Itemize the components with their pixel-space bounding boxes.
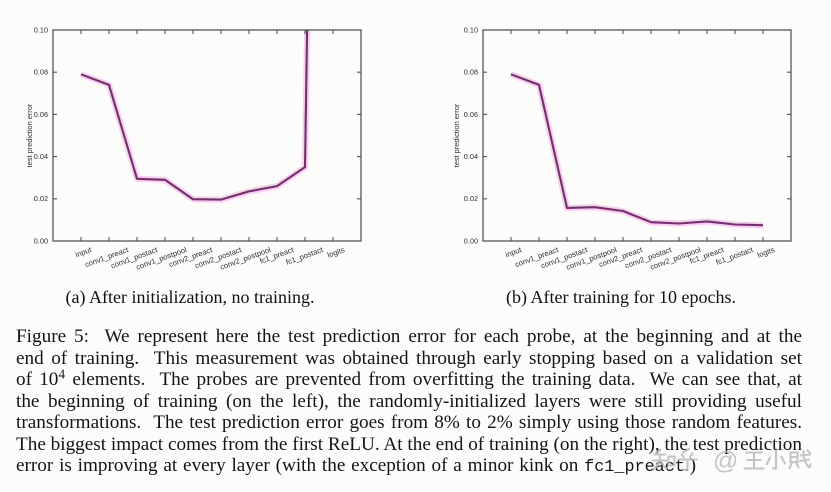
svg-text:0.02: 0.02 bbox=[464, 194, 478, 203]
svg-text:test prediction error: test prediction error bbox=[25, 103, 34, 167]
svg-text:0.04: 0.04 bbox=[34, 152, 48, 161]
svg-text:0.08: 0.08 bbox=[34, 68, 48, 77]
svg-text:@: @ bbox=[713, 447, 738, 475]
svg-text:0.02: 0.02 bbox=[34, 194, 48, 203]
svg-text:0.10: 0.10 bbox=[34, 25, 48, 34]
svg-text:logits: logits bbox=[756, 245, 776, 260]
svg-text:input: input bbox=[504, 245, 523, 259]
svg-text:logits: logits bbox=[326, 245, 346, 260]
svg-text:0.00: 0.00 bbox=[34, 236, 48, 245]
svg-text:0.04: 0.04 bbox=[464, 152, 478, 161]
svg-text:test prediction error: test prediction error bbox=[452, 103, 461, 167]
svg-text:0.06: 0.06 bbox=[34, 110, 48, 119]
svg-text:0.08: 0.08 bbox=[464, 68, 478, 77]
svg-text:0.00: 0.00 bbox=[464, 236, 478, 245]
svg-text:input: input bbox=[74, 245, 93, 259]
svg-text:0.06: 0.06 bbox=[464, 110, 478, 119]
svg-text:0.10: 0.10 bbox=[464, 25, 478, 34]
